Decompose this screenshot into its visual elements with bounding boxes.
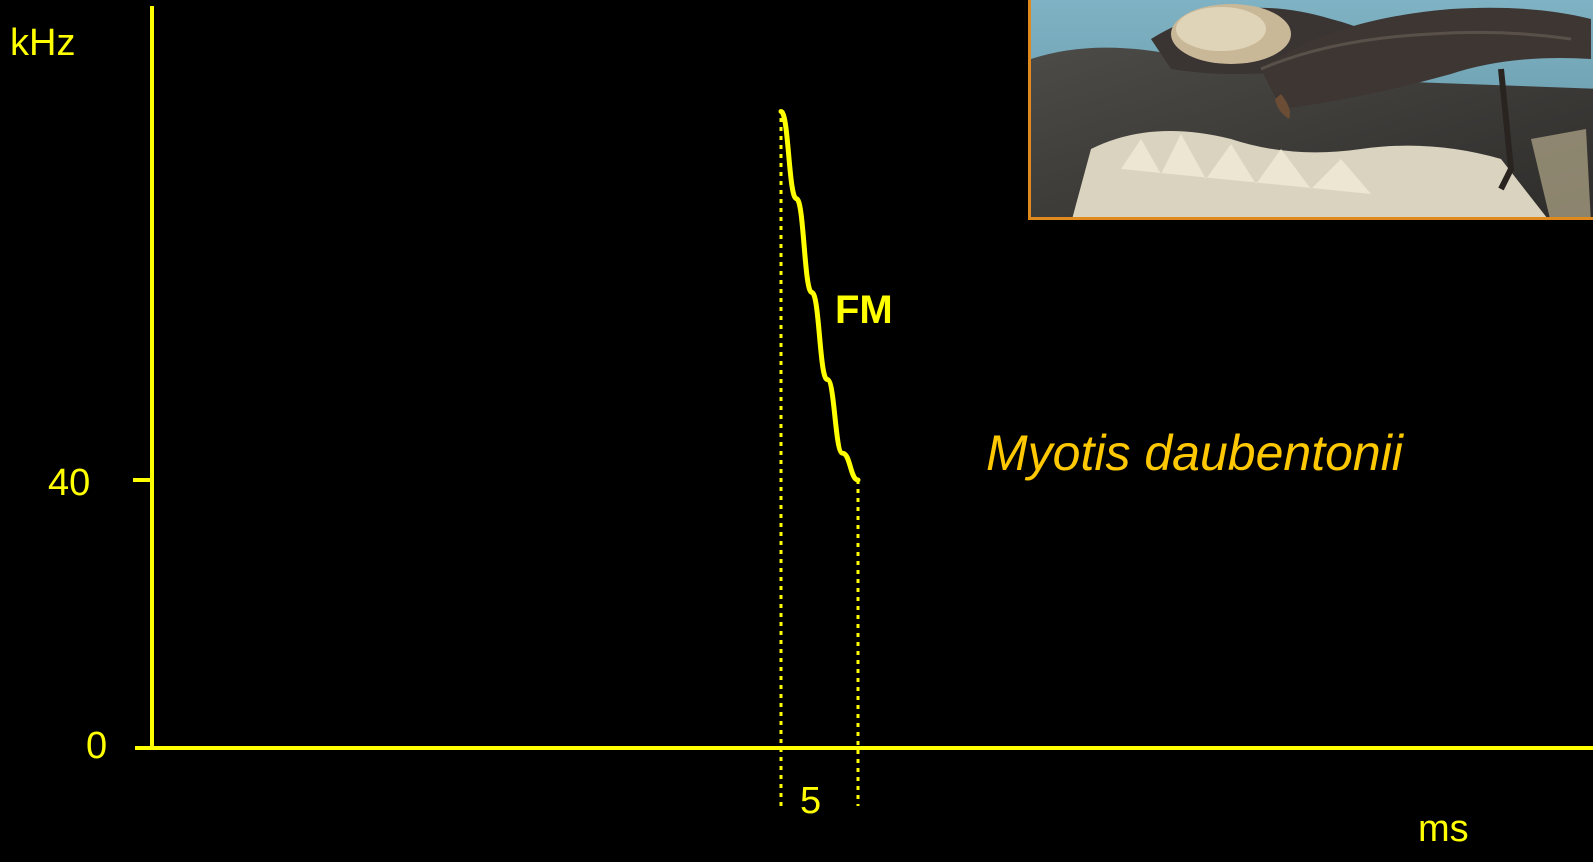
bat-perched-on-rock-photo-icon <box>1031 0 1593 217</box>
y-tick-label-40: 40 <box>48 462 91 504</box>
bat-photo <box>1028 0 1593 220</box>
x-axis-label: ms <box>1418 808 1469 850</box>
y-axis-label: kHz <box>10 22 76 64</box>
fm-series-label: FM <box>835 288 893 332</box>
duration-label: 5 <box>800 780 822 822</box>
species-name: Myotis daubentonii <box>986 425 1403 481</box>
y-tick-label-0: 0 <box>86 725 108 767</box>
fm-call-series-line <box>778 109 861 483</box>
